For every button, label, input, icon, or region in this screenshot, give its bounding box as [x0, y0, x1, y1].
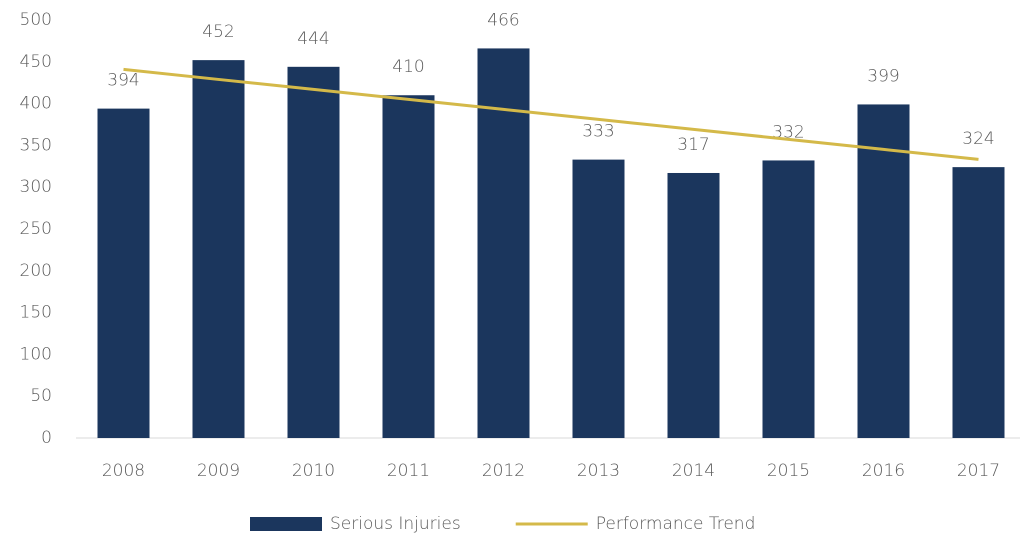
x-tick-label: 2009 — [197, 461, 240, 481]
x-tick-label: 2015 — [767, 461, 810, 481]
data-label: 410 — [392, 57, 424, 77]
x-tick-label: 2016 — [862, 461, 905, 481]
y-tick-label: 150 — [20, 303, 52, 323]
trend-line — [123, 67, 979, 161]
bar — [572, 159, 625, 438]
data-label: 466 — [487, 10, 519, 30]
bar — [952, 167, 1005, 439]
y-tick-label: 500 — [20, 10, 52, 30]
data-label: 444 — [297, 29, 329, 49]
data-label: 399 — [867, 66, 899, 86]
data-label: 394 — [107, 71, 139, 91]
x-tick-label: 2017 — [957, 461, 1000, 481]
y-tick-label: 250 — [20, 219, 52, 239]
bar — [762, 160, 815, 438]
bar — [857, 104, 910, 438]
legend-label: Performance Trend — [596, 514, 756, 534]
data-label: 333 — [582, 122, 614, 142]
data-label: 452 — [202, 22, 234, 42]
data-label: 324 — [962, 129, 994, 149]
bar — [382, 95, 435, 439]
y-tick-label: 400 — [20, 94, 52, 114]
bar — [97, 108, 150, 438]
bar — [192, 60, 245, 439]
x-tick-label: 2011 — [387, 461, 430, 481]
legend-label: Serious Injuries — [330, 514, 461, 534]
y-tick-label: 50 — [30, 386, 52, 406]
y-tick-label: 200 — [20, 261, 52, 281]
y-tick-label: 350 — [20, 135, 52, 155]
y-tick-label: 300 — [20, 177, 52, 197]
bar — [477, 48, 530, 438]
legend-swatch — [250, 517, 322, 531]
bar — [667, 172, 720, 438]
data-label: 317 — [677, 135, 709, 155]
x-tick-label: 2010 — [292, 461, 335, 481]
y-tick-label: 100 — [20, 344, 52, 364]
y-tick-label: 0 — [41, 428, 52, 448]
y-tick-label: 450 — [20, 52, 52, 72]
x-tick-label: 2013 — [577, 461, 620, 481]
x-tick-label: 2014 — [672, 461, 715, 481]
bar — [287, 66, 340, 438]
x-tick-label: 2008 — [102, 461, 145, 481]
x-tick-label: 2012 — [482, 461, 525, 481]
